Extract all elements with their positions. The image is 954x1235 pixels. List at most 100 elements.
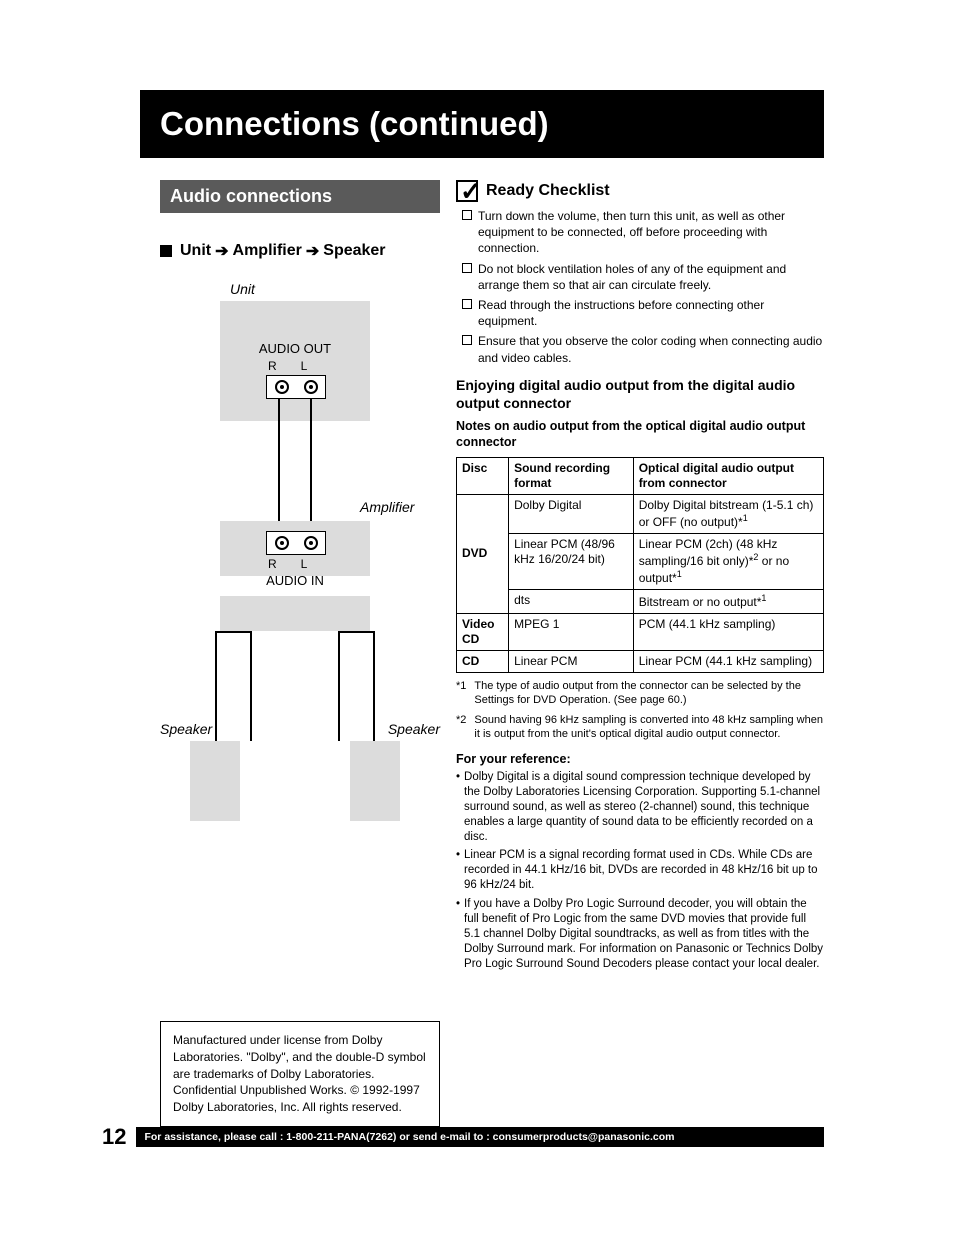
checklist-item: Read through the instructions before con… <box>456 297 824 329</box>
checkbox-empty-icon <box>462 299 472 309</box>
bullet-square-icon <box>160 245 172 257</box>
audio-in-label: AUDIO IN <box>255 573 335 588</box>
diagram-speaker-box-right <box>350 741 400 821</box>
td-format: Linear PCM <box>509 650 634 672</box>
td-output: Linear PCM (2ch) (48 kHz sampling/16 bit… <box>633 533 823 589</box>
ready-checklist-header: ✓ Ready Checklist <box>456 180 824 202</box>
td-format: MPEG 1 <box>509 613 634 650</box>
td-disc: Video CD <box>457 613 509 650</box>
connection-diagram: Unit AUDIO OUT R L Amplifier <box>160 281 440 841</box>
table-row: dts Bitstream or no output*1 <box>457 589 824 613</box>
table-row: Linear PCM (48/96 kHz 16/20/24 bit) Line… <box>457 533 824 589</box>
wire <box>215 631 252 633</box>
bullet-text: Dolby Digital is a digital sound compres… <box>464 770 824 845</box>
arrow-right-icon: ➔ <box>306 241 319 261</box>
reference-bullet: • If you have a Dolby Pro Logic Surround… <box>456 897 824 972</box>
content-area: Audio connections Unit ➔ Amplifier ➔ Spe… <box>160 180 824 1127</box>
checklist-text: Turn down the volume, then turn this uni… <box>478 208 824 257</box>
diagram-speaker-box-left <box>190 741 240 821</box>
bullet-icon: • <box>456 897 460 972</box>
right-column: ✓ Ready Checklist Turn down the volume, … <box>456 180 824 1127</box>
bullet-icon: • <box>456 770 460 845</box>
rl-in-labels: R L <box>268 557 307 571</box>
rca-in-panel <box>266 531 326 555</box>
page-footer: 12 For assistance, please call : 1-800-2… <box>102 1124 824 1150</box>
chain-amp: Amplifier <box>233 242 302 260</box>
bullet-text: If you have a Dolby Pro Logic Surround d… <box>464 897 824 972</box>
footnote-mark: *1 <box>456 679 466 708</box>
td-disc: CD <box>457 650 509 672</box>
checkbox-empty-icon <box>462 335 472 345</box>
checklist-text: Read through the instructions before con… <box>478 297 824 329</box>
td-format: Dolby Digital <box>509 494 634 533</box>
ready-title: Ready Checklist <box>486 182 610 200</box>
th-output: Optical digital audio output from connec… <box>633 457 823 494</box>
bullet-icon: • <box>456 848 460 893</box>
td-output: Linear PCM (44.1 kHz sampling) <box>633 650 823 672</box>
th-disc: Disc <box>457 457 509 494</box>
th-format: Sound recording format <box>509 457 634 494</box>
wire <box>338 631 340 741</box>
diagram-amp-label: Amplifier <box>360 499 414 515</box>
connection-chain: Unit ➔ Amplifier ➔ Speaker <box>160 241 440 261</box>
wire <box>310 399 312 531</box>
td-disc: DVD <box>457 494 509 613</box>
bullet-text: Linear PCM is a signal recording format … <box>464 848 824 893</box>
footnote-mark: *2 <box>456 713 466 742</box>
reference-heading: For your reference: <box>456 752 824 766</box>
td-output: PCM (44.1 kHz sampling) <box>633 613 823 650</box>
wire <box>373 631 375 741</box>
wire <box>278 399 280 531</box>
diagram-unit-label: Unit <box>230 281 255 297</box>
assistance-bar: For assistance, please call : 1-800-211-… <box>136 1127 824 1147</box>
td-output: Dolby Digital bitstream (1-5.1 ch) or OF… <box>633 494 823 533</box>
td-format: Linear PCM (48/96 kHz 16/20/24 bit) <box>509 533 634 589</box>
digital-output-heading: Enjoying digital audio output from the d… <box>456 376 824 412</box>
rca-out-panel <box>266 375 326 399</box>
page-number: 12 <box>102 1124 126 1150</box>
diagram-speaker-label-right: Speaker <box>388 721 440 737</box>
chain-unit: Unit <box>180 242 211 260</box>
checklist-text: Ensure that you observe the color coding… <box>478 333 824 365</box>
checklist-item: Do not block ventilation holes of any of… <box>456 261 824 293</box>
td-output: Bitstream or no output*1 <box>633 589 823 613</box>
r-label: R <box>268 359 277 373</box>
dolby-license-box: Manufactured under license from Dolby La… <box>160 1021 440 1127</box>
diagram-speaker-label-left: Speaker <box>160 721 212 737</box>
td-format: dts <box>509 589 634 613</box>
checkbox-empty-icon <box>462 210 472 220</box>
table-row: DVD Dolby Digital Dolby Digital bitstrea… <box>457 494 824 533</box>
reference-bullet: • Linear PCM is a signal recording forma… <box>456 848 824 893</box>
footnote: *1 The type of audio output from the con… <box>456 679 824 708</box>
table-header-row: Disc Sound recording format Optical digi… <box>457 457 824 494</box>
chain-spk: Speaker <box>323 242 385 260</box>
notes-heading: Notes on audio output from the optical d… <box>456 418 824 451</box>
rca-jack-icon <box>275 380 289 394</box>
l-label: L <box>301 359 308 373</box>
checklist-item: Ensure that you observe the color coding… <box>456 333 824 365</box>
checklist-item: Turn down the volume, then turn this uni… <box>456 208 824 257</box>
footnote-text: Sound having 96 kHz sampling is converte… <box>474 713 824 742</box>
reference-bullet: • Dolby Digital is a digital sound compr… <box>456 770 824 845</box>
audio-out-label: AUDIO OUT <box>250 341 340 356</box>
table-row: Video CD MPEG 1 PCM (44.1 kHz sampling) <box>457 613 824 650</box>
audio-output-table: Disc Sound recording format Optical digi… <box>456 457 824 673</box>
wire <box>215 631 217 741</box>
footnote: *2 Sound having 96 kHz sampling is conve… <box>456 713 824 742</box>
page-banner: Connections (continued) <box>140 90 824 158</box>
wire <box>338 631 375 633</box>
rca-jack-icon <box>275 536 289 550</box>
rca-jack-icon <box>304 536 318 550</box>
checkbox-checked-icon: ✓ <box>456 180 478 202</box>
rl-out-labels: R L <box>268 359 307 373</box>
checkbox-empty-icon <box>462 263 472 273</box>
table-row: CD Linear PCM Linear PCM (44.1 kHz sampl… <box>457 650 824 672</box>
checklist-text: Do not block ventilation holes of any of… <box>478 261 824 293</box>
wire <box>250 631 252 741</box>
footnote-text: The type of audio output from the connec… <box>474 679 824 708</box>
r-label: R <box>268 557 277 571</box>
l-label: L <box>301 557 308 571</box>
banner-title: Connections (continued) <box>160 105 549 143</box>
rca-jack-icon <box>304 380 318 394</box>
left-column: Audio connections Unit ➔ Amplifier ➔ Spe… <box>160 180 440 1127</box>
